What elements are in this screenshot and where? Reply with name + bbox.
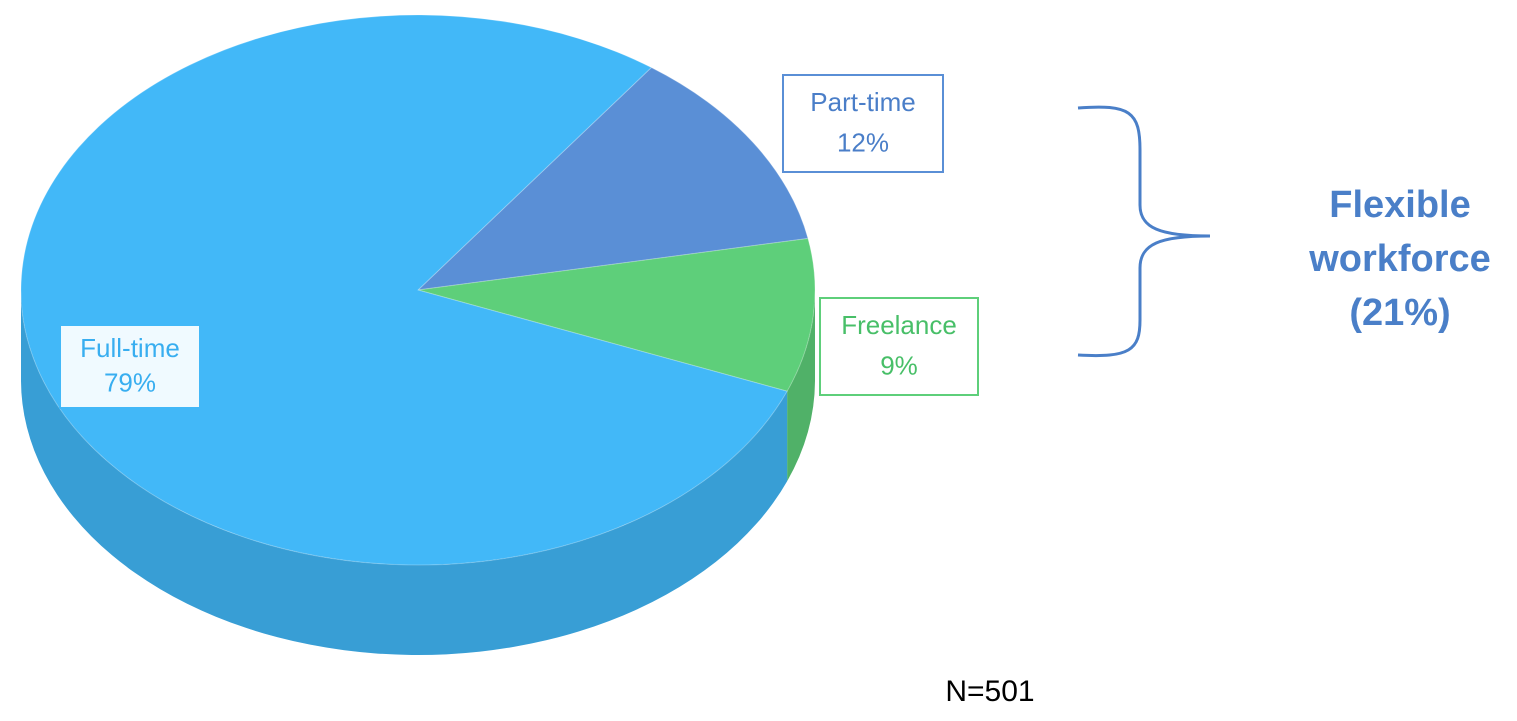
slice-side bbox=[787, 290, 815, 482]
slice-label: Full-time bbox=[80, 333, 180, 363]
value-label: 12% bbox=[837, 128, 889, 158]
pie: Full-time 79% Part-time 12% Freelance 9% bbox=[20, 14, 979, 656]
slice-side-shade bbox=[787, 290, 815, 482]
value-label: 79% bbox=[104, 368, 156, 398]
slice-side bbox=[21, 290, 788, 656]
label-box bbox=[782, 74, 944, 173]
value-label: 9% bbox=[880, 351, 918, 381]
slice-label: Freelance bbox=[841, 310, 957, 340]
annotation: Flexible workforce (21%) bbox=[1309, 184, 1491, 334]
label-box bbox=[59, 324, 201, 409]
slice-label: Part-time bbox=[810, 87, 915, 117]
slice bbox=[416, 66, 809, 291]
slice bbox=[20, 14, 788, 566]
brace bbox=[1077, 105, 1211, 358]
label-box bbox=[819, 297, 979, 396]
sample-note: N=501 bbox=[945, 675, 1034, 708]
slice-side-shade bbox=[21, 290, 788, 656]
slice bbox=[417, 237, 816, 392]
